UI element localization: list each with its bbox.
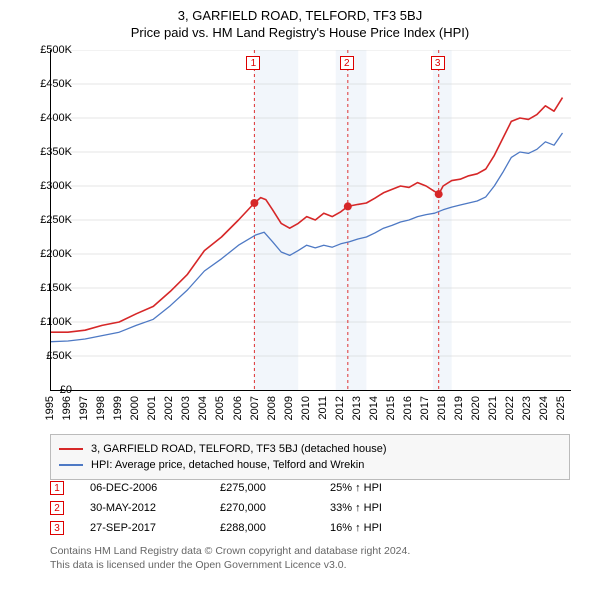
x-tick-label: 1995 [44, 396, 56, 420]
event-vs-hpi: 33% ↑ HPI [330, 502, 450, 514]
event-marker-badge: 2 [340, 56, 354, 70]
event-price: £288,000 [220, 522, 320, 534]
footer-line-2: This data is licensed under the Open Gov… [50, 558, 570, 572]
event-marker-badge: 1 [246, 56, 260, 70]
legend-swatch [59, 464, 83, 466]
chart-titles: 3, GARFIELD ROAD, TELFORD, TF3 5BJ Price… [0, 0, 600, 40]
series-property [51, 98, 563, 333]
series-hpi [51, 133, 563, 342]
y-tick-label: £100K [40, 316, 72, 328]
x-tick-label: 2000 [129, 396, 141, 420]
y-tick-label: £450K [40, 78, 72, 90]
legend-label: 3, GARFIELD ROAD, TELFORD, TF3 5BJ (deta… [91, 443, 386, 455]
x-tick-label: 2009 [283, 396, 295, 420]
chart-title: 3, GARFIELD ROAD, TELFORD, TF3 5BJ [0, 8, 600, 23]
footer: Contains HM Land Registry data © Crown c… [50, 544, 570, 572]
legend-swatch [59, 448, 83, 450]
x-tick-label: 2007 [249, 396, 261, 420]
x-tick-label: 2016 [402, 396, 414, 420]
x-tick-label: 2018 [436, 396, 448, 420]
event-marker-dot [435, 190, 443, 198]
y-tick-label: £400K [40, 112, 72, 124]
y-tick-label: £150K [40, 282, 72, 294]
y-tick-label: £200K [40, 248, 72, 260]
x-tick-label: 2002 [163, 396, 175, 420]
y-tick-label: £250K [40, 214, 72, 226]
x-tick-label: 2023 [521, 396, 533, 420]
legend: 3, GARFIELD ROAD, TELFORD, TF3 5BJ (deta… [50, 434, 570, 480]
event-vs-hpi: 16% ↑ HPI [330, 522, 450, 534]
x-tick-label: 2024 [538, 396, 550, 420]
x-tick-label: 2001 [146, 396, 158, 420]
event-marker-badge: 3 [431, 56, 445, 70]
y-tick-label: £0 [60, 384, 72, 396]
chart-lines-svg [51, 50, 571, 390]
legend-item: HPI: Average price, detached house, Telf… [59, 457, 561, 473]
x-tick-label: 2015 [385, 396, 397, 420]
event-date: 06-DEC-2006 [90, 482, 210, 494]
x-tick-label: 1999 [112, 396, 124, 420]
x-tick-label: 2017 [419, 396, 431, 420]
event-row: 2 30-MAY-2012 £270,000 33% ↑ HPI [50, 498, 570, 518]
x-tick-label: 2004 [197, 396, 209, 420]
x-tick-label: 1996 [61, 396, 73, 420]
event-price: £270,000 [220, 502, 320, 514]
event-price: £275,000 [220, 482, 320, 494]
event-date: 30-MAY-2012 [90, 502, 210, 514]
page: 3, GARFIELD ROAD, TELFORD, TF3 5BJ Price… [0, 0, 600, 590]
x-tick-label: 2010 [300, 396, 312, 420]
x-tick-label: 2025 [555, 396, 567, 420]
event-marker-dot [344, 202, 352, 210]
chart-plot-area [50, 50, 571, 391]
x-tick-label: 2020 [470, 396, 482, 420]
event-date: 27-SEP-2017 [90, 522, 210, 534]
y-tick-label: £500K [40, 44, 72, 56]
event-badge: 1 [50, 481, 64, 495]
x-tick-label: 2014 [368, 396, 380, 420]
event-vs-hpi: 25% ↑ HPI [330, 482, 450, 494]
x-tick-label: 2022 [504, 396, 516, 420]
y-tick-label: £350K [40, 146, 72, 158]
event-badge: 3 [50, 521, 64, 535]
event-badge: 2 [50, 501, 64, 515]
x-tick-label: 1997 [78, 396, 90, 420]
event-row: 1 06-DEC-2006 £275,000 25% ↑ HPI [50, 478, 570, 498]
footer-line-1: Contains HM Land Registry data © Crown c… [50, 544, 570, 558]
x-tick-label: 1998 [95, 396, 107, 420]
event-row: 3 27-SEP-2017 £288,000 16% ↑ HPI [50, 518, 570, 538]
x-tick-label: 2003 [180, 396, 192, 420]
chart-subtitle: Price paid vs. HM Land Registry's House … [0, 25, 600, 40]
event-marker-dot [250, 199, 258, 207]
x-tick-label: 2013 [351, 396, 363, 420]
x-tick-label: 2011 [317, 396, 329, 420]
x-tick-label: 2006 [232, 396, 244, 420]
legend-item: 3, GARFIELD ROAD, TELFORD, TF3 5BJ (deta… [59, 441, 561, 457]
x-tick-label: 2012 [334, 396, 346, 420]
x-tick-label: 2008 [266, 396, 278, 420]
y-tick-label: £50K [46, 350, 72, 362]
y-tick-label: £300K [40, 180, 72, 192]
x-tick-label: 2005 [214, 396, 226, 420]
events-table: 1 06-DEC-2006 £275,000 25% ↑ HPI 2 30-MAY-201… [50, 478, 570, 538]
legend-label: HPI: Average price, detached house, Telf… [91, 459, 364, 471]
x-tick-label: 2021 [487, 396, 499, 420]
x-tick-label: 2019 [453, 396, 465, 420]
